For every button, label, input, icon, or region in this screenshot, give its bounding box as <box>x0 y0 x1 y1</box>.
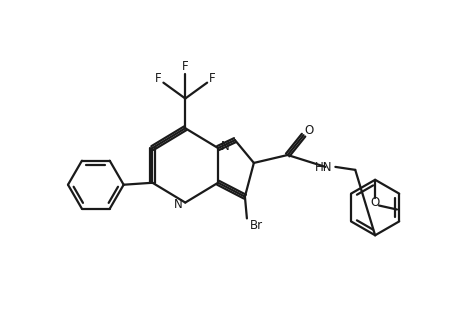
Text: N: N <box>221 140 230 153</box>
Text: HN: HN <box>315 162 332 175</box>
Text: F: F <box>209 72 215 85</box>
Text: F: F <box>182 60 188 73</box>
Text: Br: Br <box>250 219 263 232</box>
Text: F: F <box>155 72 162 85</box>
Text: N: N <box>174 198 182 211</box>
Text: O: O <box>371 196 380 209</box>
Text: O: O <box>304 124 313 137</box>
